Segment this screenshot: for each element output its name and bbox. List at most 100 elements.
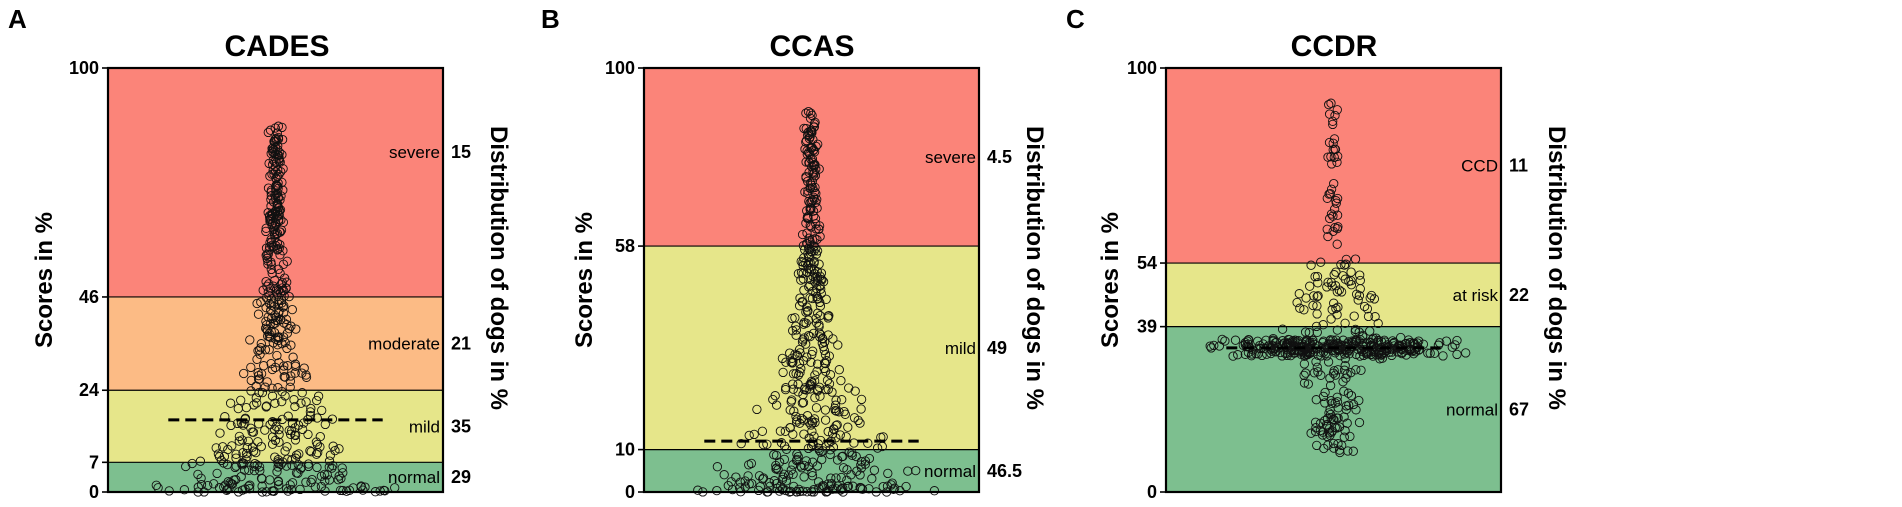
y-tick-label: 58 bbox=[615, 236, 635, 256]
data-point bbox=[249, 465, 260, 476]
data-point bbox=[322, 470, 332, 480]
data-point bbox=[789, 481, 799, 492]
data-point bbox=[808, 167, 818, 177]
data-point bbox=[1332, 239, 1342, 249]
data-point bbox=[807, 349, 817, 360]
data-point bbox=[249, 400, 259, 410]
data-point bbox=[293, 420, 304, 430]
data-point bbox=[277, 122, 287, 133]
data-point bbox=[1257, 350, 1267, 361]
data-point bbox=[277, 396, 287, 407]
panel-b: normal 46.5 mild 49 severe 4.5 0 10 58 100 B CCAS Sc… bbox=[541, 4, 1048, 502]
data-point bbox=[823, 311, 833, 321]
data-point bbox=[266, 300, 277, 310]
data-point bbox=[787, 395, 797, 405]
data-point bbox=[306, 403, 316, 414]
band-at-risk bbox=[1166, 263, 1501, 327]
data-point bbox=[903, 466, 913, 476]
data-point bbox=[1357, 341, 1368, 351]
data-point bbox=[712, 485, 722, 496]
data-point bbox=[798, 397, 809, 408]
data-point bbox=[1354, 290, 1365, 301]
data-point bbox=[823, 384, 833, 395]
data-point bbox=[793, 269, 804, 279]
data-point bbox=[1350, 254, 1361, 264]
data-point bbox=[278, 286, 289, 296]
y-tick-label: 7 bbox=[89, 452, 99, 472]
data-point bbox=[821, 384, 831, 395]
data-point bbox=[801, 456, 811, 466]
data-point bbox=[261, 276, 271, 287]
data-point bbox=[1305, 281, 1315, 291]
data-point bbox=[251, 393, 261, 403]
data-point bbox=[1324, 137, 1335, 148]
data-point bbox=[266, 194, 276, 205]
data-point bbox=[273, 457, 283, 467]
data-point bbox=[313, 447, 323, 458]
band-pct-severe: 4.5 bbox=[987, 147, 1012, 167]
data-point bbox=[1339, 260, 1350, 270]
data-point bbox=[797, 229, 808, 240]
data-point bbox=[1317, 430, 1328, 440]
data-point bbox=[261, 226, 271, 237]
data-point bbox=[1409, 349, 1419, 359]
data-point bbox=[853, 415, 863, 426]
data-point bbox=[1220, 336, 1230, 346]
data-point bbox=[1328, 138, 1338, 148]
data-point bbox=[805, 257, 815, 268]
data-point bbox=[265, 171, 275, 181]
data-point bbox=[218, 442, 228, 452]
data-point bbox=[212, 468, 222, 479]
data-point bbox=[803, 264, 814, 274]
data-point bbox=[1354, 327, 1364, 337]
data-point bbox=[278, 246, 288, 256]
data-point bbox=[1325, 188, 1335, 199]
data-point bbox=[815, 297, 825, 308]
data-point bbox=[805, 280, 815, 291]
data-point bbox=[1327, 304, 1337, 315]
data-point bbox=[744, 460, 754, 470]
data-point bbox=[261, 293, 272, 303]
data-point bbox=[791, 325, 802, 335]
data-point bbox=[1328, 414, 1338, 425]
data-point bbox=[1408, 338, 1418, 349]
data-point bbox=[802, 213, 812, 223]
data-point bbox=[260, 323, 271, 333]
data-point bbox=[306, 447, 316, 457]
data-point bbox=[1311, 423, 1321, 433]
data-points bbox=[1205, 98, 1471, 458]
data-point bbox=[887, 478, 897, 488]
band-label-severe: severe bbox=[925, 148, 976, 167]
data-point bbox=[1304, 348, 1315, 359]
data-point bbox=[850, 386, 860, 396]
data-point bbox=[819, 337, 830, 347]
data-point bbox=[220, 480, 230, 490]
data-point bbox=[802, 352, 812, 362]
data-point bbox=[799, 333, 809, 343]
data-point bbox=[812, 294, 822, 304]
y-tick-label: 46 bbox=[79, 287, 99, 307]
data-point bbox=[831, 420, 841, 431]
data-point bbox=[275, 314, 286, 325]
data-point bbox=[1348, 446, 1358, 456]
data-point bbox=[785, 348, 795, 358]
data-point bbox=[1312, 362, 1322, 372]
plot-frame bbox=[106, 66, 445, 494]
data-point bbox=[260, 425, 270, 435]
data-point bbox=[297, 388, 307, 398]
data-point bbox=[330, 445, 340, 456]
y-tick-label: 100 bbox=[605, 58, 635, 78]
data-point bbox=[867, 474, 877, 484]
data-point bbox=[278, 259, 289, 269]
data-point bbox=[773, 465, 783, 475]
data-point bbox=[776, 438, 787, 448]
data-point bbox=[1341, 259, 1351, 269]
data-point bbox=[237, 435, 247, 445]
data-point bbox=[1355, 275, 1365, 286]
data-point bbox=[821, 294, 831, 304]
data-point bbox=[804, 417, 814, 427]
data-point bbox=[272, 284, 282, 294]
data-point bbox=[813, 308, 823, 318]
data-point bbox=[1330, 144, 1340, 154]
data-point bbox=[826, 473, 836, 483]
